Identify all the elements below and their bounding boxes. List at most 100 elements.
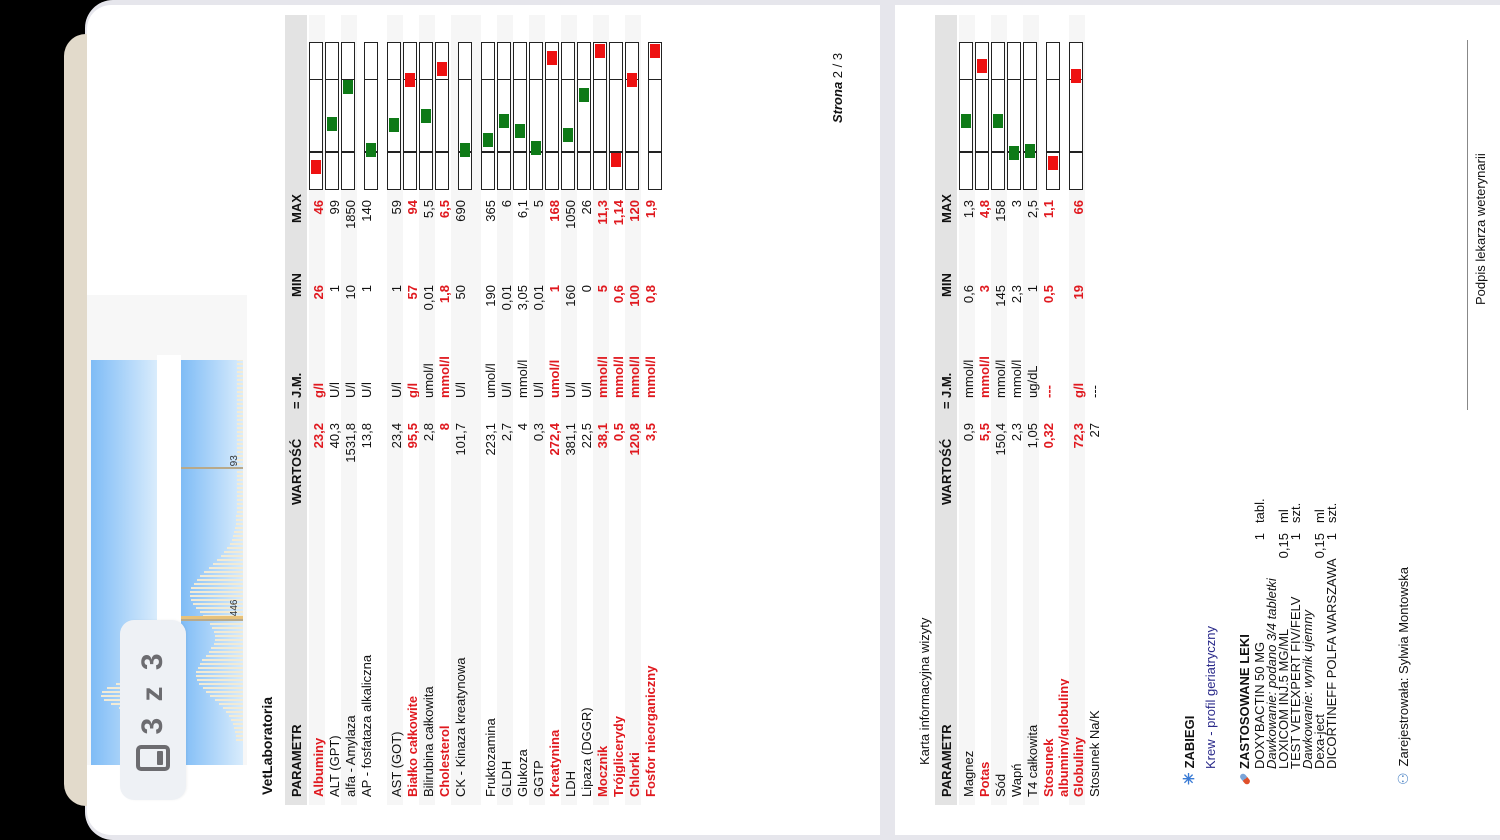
signature-label: Podpis lekarza weterynarii bbox=[1473, 153, 1488, 305]
histogram-bin bbox=[202, 659, 243, 661]
param-name: Cholesterol bbox=[437, 725, 452, 797]
normal-marker bbox=[421, 109, 431, 124]
table-row: Potas 5,5 mmol/l 3 4,8 bbox=[975, 15, 992, 805]
param-max: 4,8 bbox=[977, 200, 992, 219]
param-name: Lipaza (DGGR) bbox=[579, 707, 594, 797]
histogram-bin bbox=[237, 387, 243, 389]
histogram-bin bbox=[237, 379, 243, 381]
param-name: ALT (GPT) bbox=[327, 735, 342, 797]
param-value: 13,8 bbox=[359, 423, 374, 449]
param-unit: --- bbox=[1087, 385, 1102, 398]
range-divider bbox=[342, 151, 354, 153]
histogram-bin bbox=[226, 711, 243, 713]
histogram-bin bbox=[198, 667, 243, 669]
histogram-bin bbox=[215, 635, 243, 637]
header-param: PARAMETR bbox=[289, 724, 304, 797]
histogram-bin bbox=[210, 623, 243, 625]
param-min: 100 bbox=[627, 285, 642, 307]
histogram-bin bbox=[237, 360, 243, 361]
range-divider bbox=[594, 78, 606, 81]
table-row: Fruktozamina 223,1 umol/l 190 365 bbox=[481, 15, 498, 805]
normal-marker bbox=[1009, 145, 1019, 160]
table-header: PARAMETR WARTOŚĆ = J.M. MIN MAX bbox=[285, 15, 307, 805]
param-unit: mmol/l bbox=[595, 356, 610, 398]
range-gauge bbox=[403, 42, 417, 190]
header-unit: J.M. bbox=[939, 372, 954, 398]
param-name: GGTP bbox=[531, 760, 546, 797]
table-row: CK - Kinaza kreatynowa 101,7 U/l 50 690 bbox=[451, 15, 481, 805]
histogram-label: 93 bbox=[229, 455, 240, 467]
param-unit: U/l bbox=[343, 382, 358, 398]
abnormal-marker bbox=[1071, 68, 1081, 83]
histogram-marker-line bbox=[181, 619, 243, 622]
table-row: ALT (GPT) 40,3 U/l 1 99 bbox=[325, 15, 342, 805]
param-value: 272,4 bbox=[547, 423, 562, 456]
normal-marker bbox=[563, 128, 573, 143]
param-max: 6 bbox=[499, 200, 514, 208]
header-param: PARAMETR bbox=[939, 724, 954, 797]
abnormal-marker bbox=[595, 44, 605, 58]
histogram-bin bbox=[237, 487, 243, 489]
param-value: 223,1 bbox=[483, 423, 498, 456]
medications-title: ZASTOSOWANE LEKI bbox=[1237, 634, 1252, 786]
param-name: GLDH bbox=[499, 760, 514, 797]
histogram-bin bbox=[206, 655, 243, 657]
header-max: MAX bbox=[289, 194, 304, 223]
table-row: Trójglicerydy 0,5 mmol/l 0,6 1,14 bbox=[609, 15, 626, 805]
param-max: 59 bbox=[389, 200, 404, 215]
header-value: WARTOŚĆ bbox=[939, 438, 954, 505]
range-gauge bbox=[975, 42, 989, 190]
param-name: AP - fosfataza alkaliczna bbox=[359, 654, 374, 797]
histogram-bin bbox=[219, 703, 243, 705]
normal-marker bbox=[579, 87, 589, 102]
param-name: AST (GOT) bbox=[389, 731, 404, 797]
range-divider bbox=[310, 78, 322, 81]
histogram-bin bbox=[229, 715, 243, 717]
param-unit: mmol/l bbox=[611, 356, 626, 398]
param-name: Sód bbox=[993, 773, 1008, 797]
histogram-bin bbox=[236, 515, 243, 517]
page-3: Karta informacyjna wizyty PARAMETR WARTO… bbox=[895, 5, 1500, 835]
header-max: MAX bbox=[939, 194, 954, 223]
page-label: Strona bbox=[830, 81, 845, 123]
table-row: Globuliny 72,3 g/l 19 66 bbox=[1069, 15, 1086, 805]
range-gauge bbox=[1046, 42, 1060, 190]
param-value: 4 bbox=[515, 423, 530, 431]
histogram-bin bbox=[217, 559, 243, 561]
range-gauge bbox=[577, 42, 591, 190]
param-value: 1,05 bbox=[1025, 423, 1040, 449]
normal-marker bbox=[515, 124, 525, 138]
range-divider bbox=[326, 151, 338, 153]
param-value: 3,5 bbox=[643, 423, 658, 442]
page-num: 2 / 3 bbox=[830, 52, 845, 79]
page-indicator[interactable]: 3 z 3 bbox=[120, 620, 186, 800]
param-min: 1 bbox=[1025, 285, 1040, 293]
param-min: 0,6 bbox=[961, 285, 976, 304]
histogram-bin bbox=[237, 363, 243, 365]
histogram-bin bbox=[206, 691, 243, 693]
param-unit: mmol/l bbox=[977, 356, 992, 398]
histogram-bin bbox=[232, 539, 243, 541]
histogram-bin bbox=[197, 679, 243, 681]
histogram-bin bbox=[209, 651, 243, 653]
param-name: CK - Kinaza kreatynowa bbox=[453, 657, 468, 797]
range-divider bbox=[514, 78, 526, 81]
param-min: 5 bbox=[595, 285, 610, 293]
param-value: 2,7 bbox=[499, 423, 514, 442]
param-max: 5,5 bbox=[421, 200, 436, 219]
abnormal-marker bbox=[1048, 155, 1058, 170]
param-value: 1531,8 bbox=[343, 423, 358, 463]
param-min: 0 bbox=[579, 285, 594, 293]
range-gauge bbox=[1023, 42, 1037, 190]
histogram-bin bbox=[236, 735, 243, 737]
histogram-bin bbox=[237, 483, 243, 485]
procedures-label: ZABIEGI bbox=[1181, 715, 1197, 769]
procedure-item[interactable]: Krew - profil geriatryczny bbox=[1203, 625, 1218, 769]
param-unit: U/l bbox=[531, 382, 546, 398]
histogram-bin bbox=[237, 367, 243, 369]
param-max: 120 bbox=[627, 200, 642, 222]
param-unit: ug/dL bbox=[1025, 365, 1040, 398]
histogram-bin bbox=[212, 627, 243, 629]
param-value: 27 bbox=[1087, 423, 1102, 438]
param-min: 0,6 bbox=[611, 285, 626, 304]
